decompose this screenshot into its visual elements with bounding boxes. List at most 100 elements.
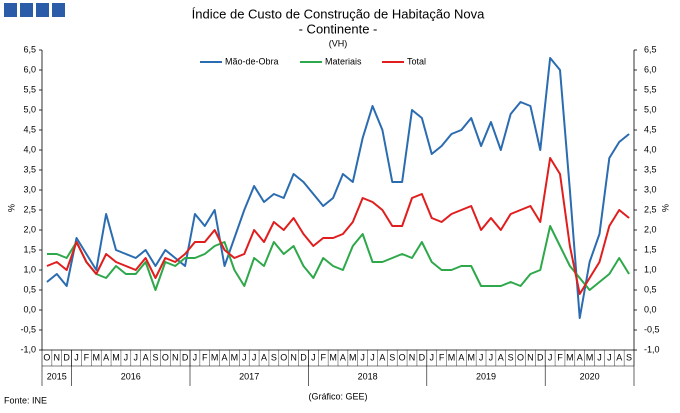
legend-label: Mão-de-Obra <box>225 56 279 66</box>
y2-tick-label: 3,0 <box>644 184 657 194</box>
y-tick-label: -1,0 <box>20 344 36 354</box>
x-tick-label: F <box>202 352 208 362</box>
year-label: 2015 <box>47 371 67 381</box>
x-tick-label: J <box>607 352 612 362</box>
x-tick-label: J <box>133 352 138 362</box>
x-tick-label: A <box>222 352 228 362</box>
x-tick-label: M <box>211 352 219 362</box>
x-tick-label: S <box>626 352 632 362</box>
x-tick-label: S <box>271 352 277 362</box>
y2-tick-label: -1,0 <box>644 344 660 354</box>
x-tick-label: D <box>300 352 307 362</box>
x-tick-label: D <box>182 352 189 362</box>
logo-square <box>4 3 17 17</box>
x-tick-label: A <box>379 352 385 362</box>
y2-tick-label: 6,0 <box>644 64 657 74</box>
x-tick-label: J <box>242 352 247 362</box>
x-tick-label: D <box>63 352 70 362</box>
y-tick-label: 0,0 <box>23 304 36 314</box>
x-tick-label: F <box>84 352 90 362</box>
y-tick-label: -0,5 <box>20 324 36 334</box>
y2-tick-label: 4,0 <box>644 144 657 154</box>
y2-tick-label: 1,5 <box>644 244 657 254</box>
y-axis-label: % <box>6 204 16 212</box>
x-tick-label: O <box>517 352 524 362</box>
x-tick-label: M <box>231 352 239 362</box>
x-tick-label: J <box>548 352 553 362</box>
y2-axis-label: % <box>660 204 670 212</box>
y2-tick-label: 0,0 <box>644 304 657 314</box>
x-tick-label: S <box>508 352 514 362</box>
y2-tick-label: 1,0 <box>644 264 657 274</box>
x-tick-label: J <box>597 352 602 362</box>
x-tick-label: A <box>103 352 109 362</box>
chart-subtitle: - Continente - <box>299 21 378 36</box>
year-label: 2020 <box>580 371 600 381</box>
x-tick-label: J <box>370 352 375 362</box>
x-tick-label: J <box>252 352 257 362</box>
x-tick-label: A <box>143 352 149 362</box>
x-tick-label: M <box>566 352 574 362</box>
series-line <box>46 225 630 291</box>
y-tick-label: 4,5 <box>23 124 36 134</box>
y2-tick-label: 0,5 <box>644 284 657 294</box>
x-tick-label: A <box>340 352 346 362</box>
x-tick-label: J <box>124 352 129 362</box>
y2-tick-label: 6,5 <box>644 44 657 54</box>
y-tick-label: 0,5 <box>23 284 36 294</box>
logo-square <box>20 3 33 17</box>
x-tick-label: M <box>586 352 594 362</box>
chart-title: Índice de Custo de Construção de Habitaç… <box>192 6 485 21</box>
x-tick-label: A <box>577 352 583 362</box>
x-tick-label: N <box>527 352 534 362</box>
x-tick-label: O <box>43 352 50 362</box>
y-tick-label: 2,0 <box>23 224 36 234</box>
x-tick-label: F <box>439 352 445 362</box>
y-tick-label: 6,5 <box>23 44 36 54</box>
year-label: 2017 <box>239 371 259 381</box>
x-tick-label: A <box>261 352 267 362</box>
x-tick-label: J <box>74 352 79 362</box>
y2-tick-label: 5,5 <box>644 84 657 94</box>
y-tick-label: 2,5 <box>23 204 36 214</box>
x-tick-label: N <box>290 352 297 362</box>
x-tick-label: J <box>193 352 198 362</box>
x-tick-label: S <box>152 352 158 362</box>
x-tick-label: J <box>429 352 434 362</box>
x-tick-label: M <box>448 352 456 362</box>
y-tick-label: 5,5 <box>23 84 36 94</box>
y-tick-label: 3,5 <box>23 164 36 174</box>
x-tick-label: O <box>399 352 406 362</box>
x-tick-label: A <box>616 352 622 362</box>
x-tick-label: S <box>389 352 395 362</box>
x-tick-label: M <box>467 352 475 362</box>
y-tick-label: 5,0 <box>23 104 36 114</box>
x-tick-label: M <box>112 352 120 362</box>
y-tick-label: 3,0 <box>23 184 36 194</box>
year-label: 2016 <box>121 371 141 381</box>
x-tick-label: A <box>498 352 504 362</box>
y-tick-label: 4,0 <box>23 144 36 154</box>
series-line <box>46 157 630 295</box>
logo-square <box>36 3 49 17</box>
y-tick-label: 6,0 <box>23 64 36 74</box>
x-tick-label: F <box>320 352 326 362</box>
y2-tick-label: 5,0 <box>644 104 657 114</box>
y2-tick-label: -0,5 <box>644 324 660 334</box>
x-tick-label: N <box>409 352 416 362</box>
source: Fonte: INE <box>4 395 47 405</box>
y-tick-label: 1,5 <box>23 244 36 254</box>
x-tick-label: F <box>557 352 563 362</box>
legend-label: Total <box>407 56 426 66</box>
legend-label: Materiais <box>325 56 362 66</box>
x-tick-label: M <box>93 352 101 362</box>
x-tick-label: N <box>54 352 61 362</box>
x-tick-label: J <box>479 352 484 362</box>
y2-tick-label: 4,5 <box>644 124 657 134</box>
y2-tick-label: 2,5 <box>644 204 657 214</box>
x-tick-label: J <box>489 352 494 362</box>
logo-square <box>52 3 65 17</box>
year-label: 2018 <box>358 371 378 381</box>
x-tick-label: M <box>349 352 357 362</box>
